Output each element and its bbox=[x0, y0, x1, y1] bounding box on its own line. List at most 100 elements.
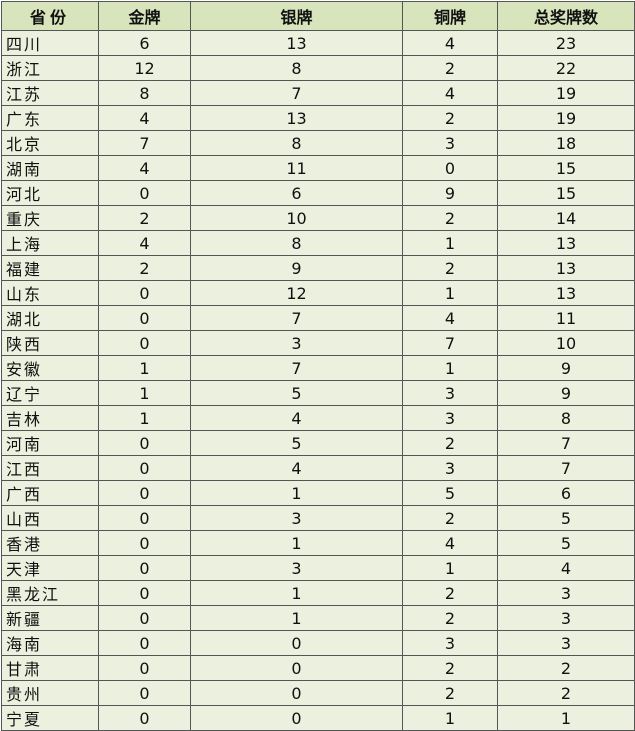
table-row: 广西 0 1 5 6 bbox=[1, 480, 635, 506]
count-cell: 6 bbox=[98, 30, 191, 56]
count-cell: 0 bbox=[98, 430, 191, 456]
header-cell: 银牌 bbox=[190, 1, 403, 31]
province-cell: 安徽 bbox=[1, 355, 99, 381]
province-cell: 江苏 bbox=[1, 80, 99, 106]
table-row: 香港 0 1 4 5 bbox=[1, 530, 635, 556]
count-cell: 19 bbox=[497, 105, 635, 131]
table-row: 山西 0 3 2 5 bbox=[1, 505, 635, 531]
table-row: 河南 0 5 2 7 bbox=[1, 430, 635, 456]
count-cell: 3 bbox=[497, 580, 635, 606]
count-cell: 8 bbox=[98, 80, 191, 106]
province-cell: 河南 bbox=[1, 430, 99, 456]
count-cell: 1 bbox=[497, 705, 635, 731]
table-row: 宁夏 0 0 1 1 bbox=[1, 705, 635, 731]
table-row: 重庆 2 10 2 14 bbox=[1, 205, 635, 231]
count-cell: 0 bbox=[98, 480, 191, 506]
province-cell: 福建 bbox=[1, 255, 99, 281]
header-cell: 铜牌 bbox=[402, 1, 498, 31]
count-cell: 13 bbox=[190, 105, 403, 131]
table-row: 吉林 1 4 3 8 bbox=[1, 405, 635, 431]
count-cell: 2 bbox=[402, 255, 498, 281]
count-cell: 1 bbox=[402, 705, 498, 731]
province-cell: 香港 bbox=[1, 530, 99, 556]
count-cell: 2 bbox=[402, 605, 498, 631]
count-cell: 1 bbox=[98, 380, 191, 406]
count-cell: 9 bbox=[190, 255, 403, 281]
table-row: 广东 4 13 2 19 bbox=[1, 105, 635, 131]
count-cell: 2 bbox=[402, 55, 498, 81]
count-cell: 0 bbox=[190, 680, 403, 706]
count-cell: 0 bbox=[98, 180, 191, 206]
count-cell: 5 bbox=[190, 430, 403, 456]
count-cell: 1 bbox=[190, 530, 403, 556]
table-row: 陕西 0 3 7 10 bbox=[1, 330, 635, 356]
table-row: 福建 2 9 2 13 bbox=[1, 255, 635, 281]
count-cell: 3 bbox=[402, 130, 498, 156]
count-cell: 0 bbox=[98, 630, 191, 656]
province-cell: 辽宁 bbox=[1, 380, 99, 406]
count-cell: 13 bbox=[497, 280, 635, 306]
count-cell: 2 bbox=[402, 105, 498, 131]
count-cell: 7 bbox=[98, 130, 191, 156]
count-cell: 8 bbox=[190, 130, 403, 156]
count-cell: 5 bbox=[497, 505, 635, 531]
province-cell: 重庆 bbox=[1, 205, 99, 231]
province-cell: 山西 bbox=[1, 505, 99, 531]
table-row: 湖北 0 7 4 11 bbox=[1, 305, 635, 331]
table-row: 海南 0 0 3 3 bbox=[1, 630, 635, 656]
table-row: 黑龙江 0 1 2 3 bbox=[1, 580, 635, 606]
province-cell: 浙江 bbox=[1, 55, 99, 81]
table-row: 上海 4 8 1 13 bbox=[1, 230, 635, 256]
table-row: 甘肃 0 0 2 2 bbox=[1, 655, 635, 681]
count-cell: 8 bbox=[497, 405, 635, 431]
province-cell: 黑龙江 bbox=[1, 580, 99, 606]
count-cell: 2 bbox=[98, 255, 191, 281]
count-cell: 2 bbox=[497, 680, 635, 706]
count-cell: 4 bbox=[402, 305, 498, 331]
count-cell: 4 bbox=[402, 80, 498, 106]
count-cell: 0 bbox=[402, 155, 498, 181]
count-cell: 1 bbox=[190, 580, 403, 606]
province-cell: 天津 bbox=[1, 555, 99, 581]
count-cell: 10 bbox=[190, 205, 403, 231]
province-cell: 宁夏 bbox=[1, 705, 99, 731]
table-row: 安徽 1 7 1 9 bbox=[1, 355, 635, 381]
count-cell: 0 bbox=[190, 705, 403, 731]
count-cell: 0 bbox=[98, 705, 191, 731]
count-cell: 1 bbox=[98, 405, 191, 431]
province-cell: 海南 bbox=[1, 630, 99, 656]
count-cell: 0 bbox=[98, 505, 191, 531]
table-row: 山东 0 12 1 13 bbox=[1, 280, 635, 306]
count-cell: 3 bbox=[497, 605, 635, 631]
table-row: 河北 0 6 9 15 bbox=[1, 180, 635, 206]
province-cell: 广东 bbox=[1, 105, 99, 131]
count-cell: 0 bbox=[98, 605, 191, 631]
count-cell: 15 bbox=[497, 155, 635, 181]
count-cell: 3 bbox=[402, 630, 498, 656]
count-cell: 19 bbox=[497, 80, 635, 106]
count-cell: 7 bbox=[402, 330, 498, 356]
count-cell: 2 bbox=[497, 655, 635, 681]
table-row: 四川 6 13 4 23 bbox=[1, 30, 635, 56]
count-cell: 4 bbox=[190, 405, 403, 431]
province-cell: 四川 bbox=[1, 30, 99, 56]
table-row: 新疆 0 1 2 3 bbox=[1, 605, 635, 631]
count-cell: 13 bbox=[497, 230, 635, 256]
count-cell: 2 bbox=[402, 505, 498, 531]
count-cell: 8 bbox=[190, 230, 403, 256]
count-cell: 1 bbox=[402, 555, 498, 581]
count-cell: 3 bbox=[190, 555, 403, 581]
count-cell: 4 bbox=[402, 530, 498, 556]
count-cell: 7 bbox=[190, 355, 403, 381]
count-cell: 6 bbox=[190, 180, 403, 206]
count-cell: 10 bbox=[497, 330, 635, 356]
count-cell: 9 bbox=[497, 355, 635, 381]
count-cell: 2 bbox=[402, 580, 498, 606]
table-row: 江苏 8 7 4 19 bbox=[1, 80, 635, 106]
table-row: 辽宁 1 5 3 9 bbox=[1, 380, 635, 406]
province-cell: 陕西 bbox=[1, 330, 99, 356]
province-cell: 贵州 bbox=[1, 680, 99, 706]
count-cell: 22 bbox=[497, 55, 635, 81]
header-cell: 金牌 bbox=[98, 1, 191, 31]
province-cell: 江西 bbox=[1, 455, 99, 481]
